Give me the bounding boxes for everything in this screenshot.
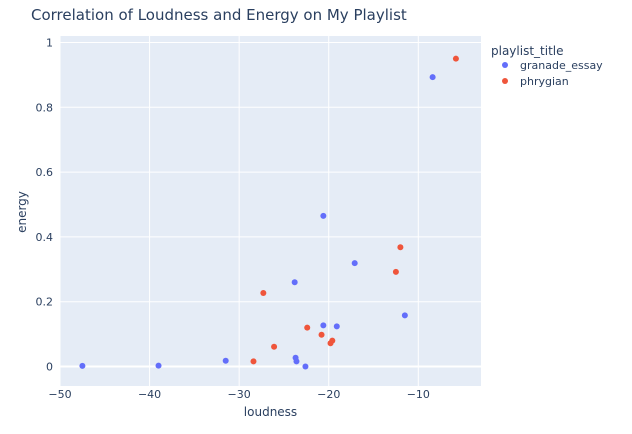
y-tick-label: 1 <box>46 36 53 49</box>
x-tick-label: −20 <box>317 388 340 401</box>
point-granade-essay[interactable] <box>320 212 327 219</box>
y-tick-label: 0.6 <box>36 166 54 179</box>
point-granade-essay[interactable] <box>302 363 309 370</box>
point-phrygian[interactable] <box>329 337 336 344</box>
x-tick-label: −30 <box>228 388 251 401</box>
x-axis-ticks: −50 −40 −30 −20 −10 <box>48 388 430 401</box>
legend-label-granade-essay: granade_essay <box>520 59 603 72</box>
x-axis-title: loudness <box>244 405 297 419</box>
y-axis-ticks: 0 0.2 0.4 0.6 0.8 1 <box>36 36 54 373</box>
y-axis-title: energy <box>15 191 29 233</box>
point-phrygian[interactable] <box>452 55 459 62</box>
legend-item-phrygian[interactable]: phrygian <box>502 75 569 88</box>
point-phrygian[interactable] <box>392 268 399 275</box>
point-phrygian[interactable] <box>318 331 325 338</box>
legend: playlist_title granade_essay phrygian <box>491 44 603 88</box>
point-granade-essay[interactable] <box>293 358 300 365</box>
data-points <box>79 55 459 370</box>
point-phrygian[interactable] <box>397 244 404 251</box>
point-phrygian[interactable] <box>271 343 278 350</box>
grid <box>59 36 481 386</box>
y-tick-label: 0 <box>46 361 53 374</box>
point-granade-essay[interactable] <box>222 357 229 364</box>
point-granade-essay[interactable] <box>429 74 436 81</box>
point-granade-essay[interactable] <box>401 312 408 319</box>
point-granade-essay[interactable] <box>291 279 298 286</box>
x-tick-label: −50 <box>48 388 71 401</box>
point-granade-essay[interactable] <box>320 322 327 329</box>
plot-area <box>60 36 481 386</box>
point-phrygian[interactable] <box>260 289 267 296</box>
legend-item-granade-essay[interactable]: granade_essay <box>502 59 603 72</box>
legend-title: playlist_title <box>491 44 564 58</box>
point-granade-essay[interactable] <box>79 362 86 369</box>
chart-title: Correlation of Loudness and Energy on My… <box>31 6 407 24</box>
x-tick-label: −10 <box>407 388 430 401</box>
point-granade-essay[interactable] <box>155 362 162 369</box>
y-tick-label: 0.8 <box>36 101 54 114</box>
legend-marker-phrygian <box>502 78 508 84</box>
y-tick-label: 0.2 <box>36 296 54 309</box>
point-granade-essay[interactable] <box>333 323 340 330</box>
point-granade-essay[interactable] <box>351 260 358 267</box>
point-phrygian[interactable] <box>250 358 257 365</box>
point-phrygian[interactable] <box>304 324 311 331</box>
legend-label-phrygian: phrygian <box>520 75 569 88</box>
y-tick-label: 0.4 <box>36 231 54 244</box>
x-tick-label: −40 <box>138 388 161 401</box>
legend-marker-granade-essay <box>502 62 508 68</box>
